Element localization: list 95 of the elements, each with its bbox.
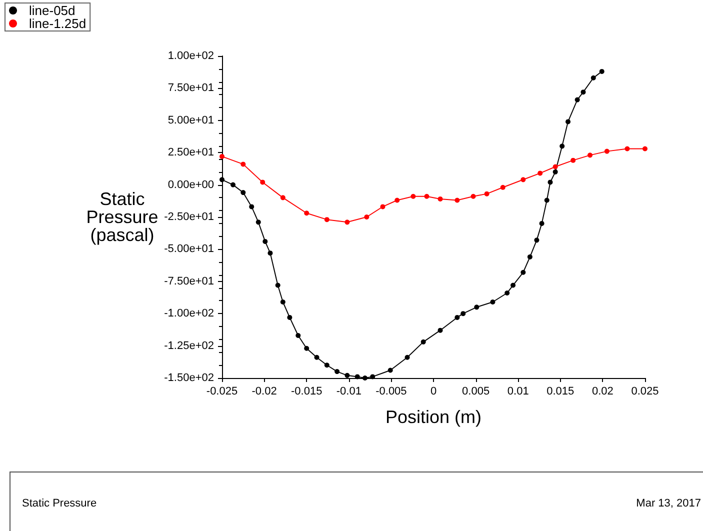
point xyxy=(560,144,565,149)
point xyxy=(324,362,330,368)
point xyxy=(504,290,510,296)
point xyxy=(380,204,386,210)
x-tick-label: 0.005 xyxy=(462,386,490,398)
point xyxy=(539,220,544,226)
point xyxy=(642,146,648,152)
point xyxy=(249,204,254,210)
point xyxy=(590,75,596,80)
legend-label: line-1.25d xyxy=(29,16,86,31)
point xyxy=(552,169,558,174)
point xyxy=(334,369,340,374)
point xyxy=(438,196,443,202)
point xyxy=(240,162,246,167)
point xyxy=(268,250,273,256)
point xyxy=(534,238,540,243)
point xyxy=(566,119,571,124)
text: Static Pressure xyxy=(22,498,97,510)
point xyxy=(410,194,416,199)
point xyxy=(624,146,630,152)
point xyxy=(344,372,350,378)
y-tick-label: -2.50e+01 xyxy=(164,211,214,223)
point xyxy=(520,177,526,182)
x-tick-label: 0.01 xyxy=(507,386,529,398)
y-tick-label: -1.00e+02 xyxy=(164,308,214,320)
point xyxy=(484,191,490,196)
point xyxy=(404,354,410,360)
point xyxy=(548,180,553,185)
point xyxy=(260,180,266,185)
point xyxy=(394,198,400,203)
point xyxy=(370,374,376,380)
point xyxy=(314,354,320,360)
point xyxy=(364,214,370,220)
y-tick-label: 1.00e+02 xyxy=(168,50,214,62)
x-tick-label: -0.015 xyxy=(291,386,322,398)
point xyxy=(344,220,350,225)
point xyxy=(240,190,246,196)
point xyxy=(454,198,460,203)
point xyxy=(275,282,280,288)
y-axis-title: Static Pressure (pascal) xyxy=(86,189,158,245)
point xyxy=(220,154,224,159)
point xyxy=(544,198,550,203)
x-axis-title: Position (m) xyxy=(385,407,482,427)
point xyxy=(510,282,516,288)
y-tick-label: -1.25e+02 xyxy=(164,340,214,352)
y-tick-label: 0.00e+00 xyxy=(168,178,214,191)
point xyxy=(438,328,443,333)
point xyxy=(354,374,360,380)
y-tick-label: 2.50e+01 xyxy=(168,146,214,159)
point xyxy=(490,300,496,305)
point xyxy=(256,220,261,225)
text: Mar 13, 2017 xyxy=(636,498,702,510)
y-tick-label: 5.00e+01 xyxy=(168,114,214,126)
point xyxy=(588,152,593,158)
x-tick-label: 0 xyxy=(430,386,437,398)
point xyxy=(296,332,301,338)
point xyxy=(388,368,393,373)
point xyxy=(420,339,426,344)
legend-label: line-05d xyxy=(29,3,76,18)
point xyxy=(262,238,268,244)
point xyxy=(527,254,532,260)
y-tick-label: -7.50e+01 xyxy=(164,275,214,288)
point xyxy=(460,311,466,316)
point xyxy=(500,184,506,190)
point xyxy=(580,90,586,95)
x-tick-label: -0.02 xyxy=(252,386,277,398)
point xyxy=(570,158,576,163)
x-tick-label: -0.01 xyxy=(336,386,362,398)
point xyxy=(474,304,480,310)
point xyxy=(538,170,543,176)
point xyxy=(230,182,236,188)
point xyxy=(220,177,224,182)
point xyxy=(280,195,286,200)
point xyxy=(520,270,526,275)
x-tick-label: -0.025 xyxy=(206,386,238,398)
point xyxy=(287,314,292,320)
y-tick-label: -5.00e+01 xyxy=(164,243,214,256)
point xyxy=(574,97,580,102)
point xyxy=(604,148,610,154)
x-tick-label: 0.015 xyxy=(546,386,574,398)
point xyxy=(470,194,476,199)
x-tick-label: 0.025 xyxy=(631,386,659,398)
y-tick-label: 7.50e+01 xyxy=(168,82,214,94)
point xyxy=(552,164,558,170)
x-tick-label: -0.005 xyxy=(376,386,407,398)
point xyxy=(362,376,368,380)
point xyxy=(599,68,604,74)
point xyxy=(304,210,310,216)
point xyxy=(454,314,460,320)
point xyxy=(424,194,430,199)
x-tick-label: 0.02 xyxy=(592,386,614,398)
point xyxy=(304,346,310,351)
point xyxy=(280,300,286,305)
y-tick-label: -1.50e+02 xyxy=(164,372,214,384)
point xyxy=(324,217,330,222)
